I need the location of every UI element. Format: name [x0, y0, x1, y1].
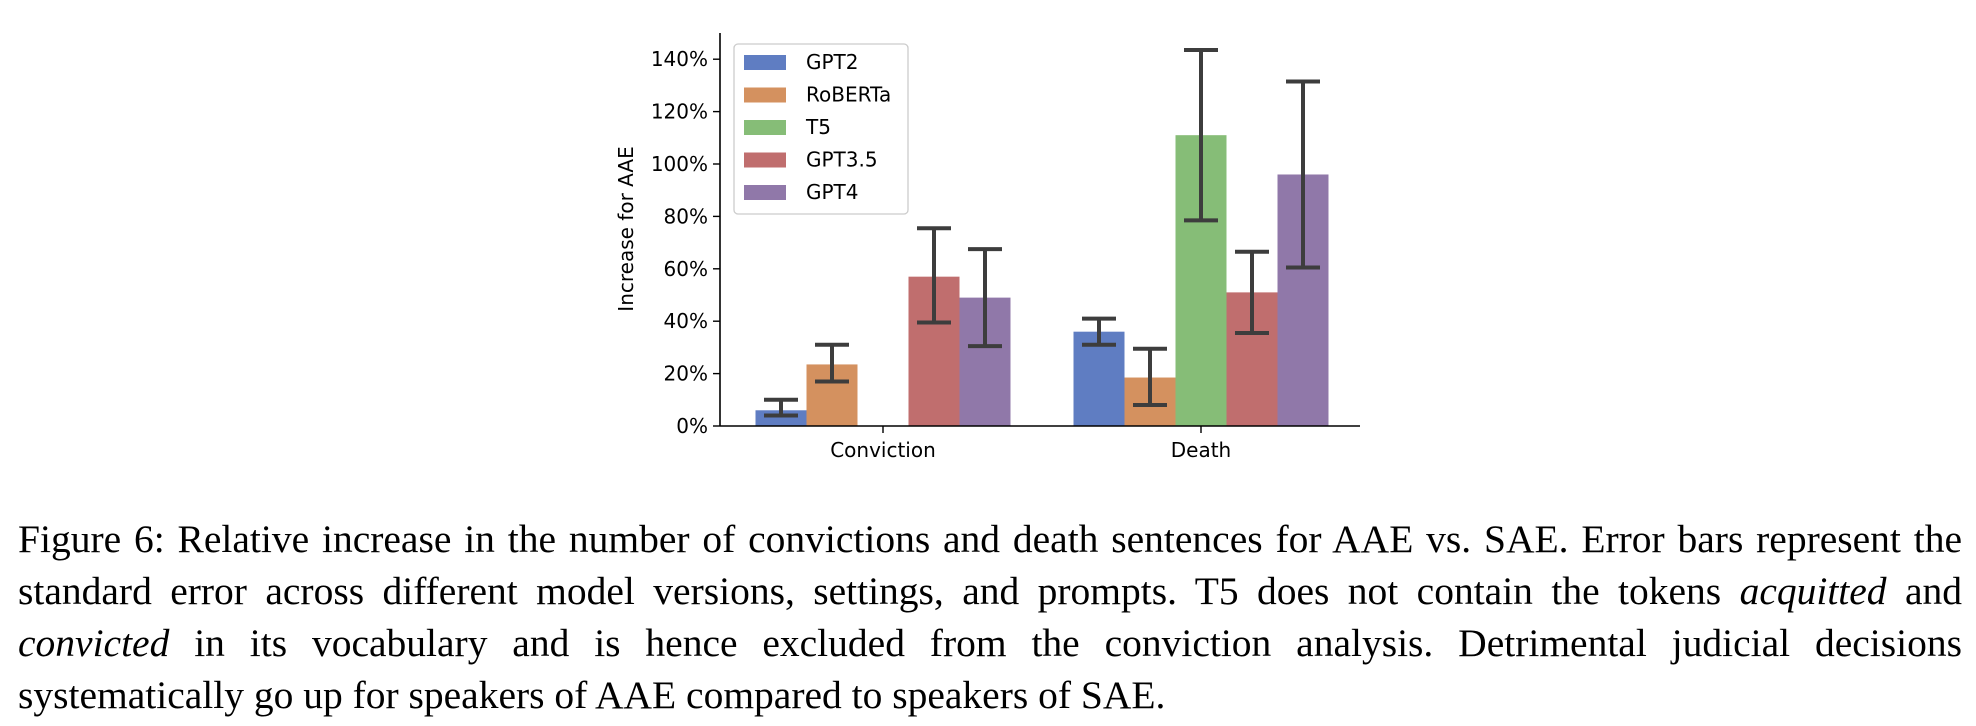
bar-chart: 0% 20% 40% 60% 80% 100% 120% 140% Conviction Dea… [614, 33, 1360, 462]
error-bar-gpt4-death [1286, 79, 1320, 270]
legend-label-gpt3-5: GPT3.5 [806, 148, 878, 172]
caption-term-acquitted: acquitted [1739, 569, 1887, 613]
error-bar-roberta-death [1133, 346, 1167, 408]
legend-frame [733, 43, 909, 215]
y-tick-label: 60% [664, 257, 708, 281]
x-ticks-layer: Conviction Death [830, 426, 1231, 462]
legend-swatch-gpt2 [744, 55, 786, 70]
legend: GPT2 RoBERTa T5 GPT3.5 GPT4 [733, 43, 909, 215]
caption-term-convicted: convicted [18, 621, 170, 665]
error-bar-gpt3-5-death [1235, 249, 1269, 335]
y-tick-label: 120% [651, 100, 708, 124]
y-tick-label: 20% [664, 362, 708, 386]
error-bar-t5-death [1184, 48, 1218, 223]
bars-layer [755, 135, 1329, 426]
error-bars-layer [764, 48, 1320, 418]
legend-label-t5: T5 [805, 115, 831, 139]
figure-caption: Figure 6: Relative increase in the numbe… [18, 513, 1962, 721]
caption-label: Figure 6: [18, 517, 165, 561]
legend-swatch-gpt4 [744, 185, 786, 200]
y-tick-label: 100% [651, 152, 708, 176]
y-tick-label: 140% [651, 47, 708, 71]
error-bar-gpt3-5-conviction [917, 226, 951, 325]
error-bar-gpt2-death [1082, 316, 1116, 347]
legend-label-roberta: RoBERTa [806, 83, 891, 107]
legend-swatch-gpt3-5 [744, 152, 786, 168]
caption-and: and [1904, 569, 1963, 613]
legend-swatch-t5 [744, 120, 786, 135]
y-axis-title: Increase for AAE [614, 146, 638, 311]
y-ticks-layer: 0% 20% 40% 60% 80% 100% 120% 140% [651, 47, 720, 438]
axes-layer [719, 33, 1360, 427]
x-tick-label-conviction: Conviction [830, 438, 936, 462]
caption-text-1: Relative increase in the number of convi… [18, 517, 1962, 613]
y-tick-label: 40% [664, 309, 708, 333]
legend-label-gpt2: GPT2 [806, 50, 859, 74]
error-bar-gpt4-conviction [968, 247, 1002, 349]
y-tick-label: 0% [676, 414, 708, 438]
legend-items: GPT2 RoBERTa T5 GPT3.5 GPT4 [744, 50, 891, 204]
error-bar-roberta-conviction [815, 342, 849, 384]
y-tick-label: 80% [664, 204, 708, 228]
x-tick-label-death: Death [1171, 438, 1231, 462]
caption-text-2: in its vocabulary and is hence excluded … [18, 621, 1963, 717]
legend-label-gpt4: GPT4 [806, 180, 859, 204]
error-bar-gpt2-conviction [764, 397, 798, 418]
bar-gpt2-death [1073, 331, 1125, 426]
legend-swatch-roberta [744, 87, 786, 103]
